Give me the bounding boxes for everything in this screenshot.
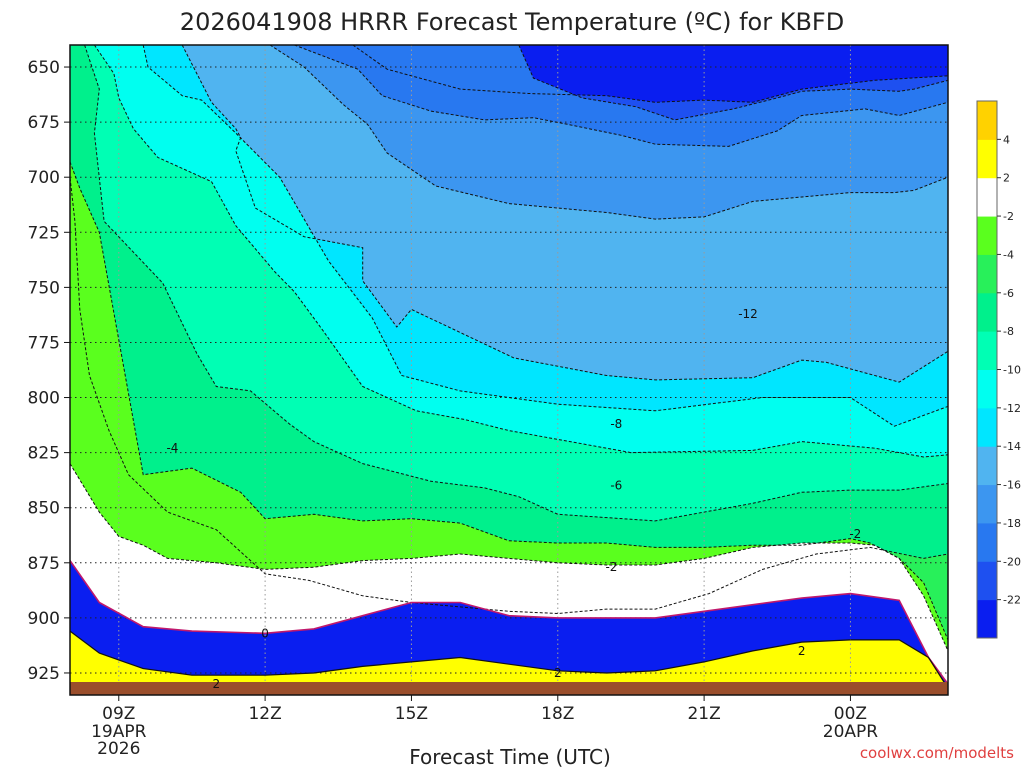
x-tick-sublabel: 2026 [97, 739, 140, 759]
isotherm--4 [70, 161, 948, 641]
y-tick-label: 675 [28, 113, 60, 133]
contour-label: -2 [849, 527, 861, 541]
x-axis-title: Forecast Time (UTC) [409, 745, 611, 768]
contour-labels: -12 -8 -6 -4 -2 -2 0 2 2 2 [166, 307, 861, 691]
colorbar-tick-label: -16 [1003, 479, 1021, 492]
y-tick-label: 650 [28, 58, 60, 78]
y-tick-label: 775 [28, 333, 60, 353]
colorbar-segment [977, 177, 997, 217]
colorbar-segment [977, 484, 997, 524]
isotherm--6 [70, 133, 948, 615]
isotherm-2 [70, 630, 948, 689]
colorbar-tick-label: -12 [1003, 402, 1021, 415]
isotherm--2 [70, 463, 948, 652]
chart-title: 2026041908 HRRR Forecast Temperature (ºC… [180, 8, 844, 36]
fill-region-2 [70, 631, 948, 695]
isotherm--12 [142, 45, 948, 427]
y-tick-label: 875 [28, 554, 60, 574]
colorbar: -22-20-18-16-14-12-10-8-6-4-224 [976, 100, 1021, 639]
colorbar-segment [977, 292, 997, 332]
plot-frame [69, 44, 949, 696]
contour-label: 2 [798, 644, 806, 658]
temperature-fill-layer [70, 45, 948, 695]
y-tick-label: 725 [28, 223, 60, 243]
isotherm--20 [518, 45, 948, 121]
contour-label: -6 [610, 479, 622, 493]
x-tick-label: 09Z [102, 704, 135, 724]
colorbar-segment [977, 331, 997, 370]
x-tick-label: 18Z [541, 704, 574, 724]
colorbar-segment [977, 139, 997, 179]
y-tick-label: 750 [28, 278, 60, 298]
x-tick-sublabel: 19APR [91, 722, 147, 742]
colorbar-tick-label: -22 [1003, 594, 1021, 607]
colorbar-tick-label: -4 [1003, 248, 1014, 261]
contour-lines [70, 45, 948, 695]
x-tick-label: 15Z [395, 704, 428, 724]
x-tick-label: 21Z [687, 704, 720, 724]
colorbar-segment [977, 522, 997, 562]
colorbar-tick-label: -20 [1003, 555, 1021, 568]
isotherm-0 [70, 560, 948, 685]
isotherm--18 [294, 45, 948, 147]
colorbar-tick-label: -18 [1003, 517, 1021, 530]
x-tick-label: 12Z [248, 704, 281, 724]
y-tick-label: 700 [28, 168, 60, 188]
contour-label: 2 [554, 666, 562, 680]
colorbar-segment [977, 254, 997, 294]
colorbar-tick-label: -10 [1003, 364, 1021, 377]
y-tick-label: 825 [28, 444, 60, 464]
isotherm--8 [84, 45, 948, 522]
colorbar-tick-label: -6 [1003, 287, 1014, 300]
x-tick-sublabel: 20APR [823, 722, 879, 742]
x-tick-label: 00Z [834, 704, 867, 724]
colorbar-segment [977, 561, 997, 601]
ground-strip [70, 682, 948, 695]
ground-terrain [70, 682, 948, 695]
isotherm--16 [269, 45, 948, 220]
colorbar-segment [977, 216, 997, 255]
colorbar-segment [977, 599, 997, 639]
colorbar-segment [977, 101, 997, 140]
contour-label: -4 [166, 441, 178, 455]
y-tick-label: 850 [28, 499, 60, 519]
colorbar-tick-label: 4 [1003, 133, 1010, 146]
credit-text: coolwx.com/modelts [860, 744, 1014, 762]
contour-label: -8 [610, 417, 622, 431]
contour-label: 2 [213, 677, 221, 691]
contour-label: -12 [738, 307, 758, 321]
y-tick-label: 900 [28, 609, 60, 629]
isotherm--10 [93, 45, 948, 458]
colorbar-segment [977, 446, 997, 486]
colorbar-tick-label: -2 [1003, 210, 1014, 223]
y-tick-label: 925 [28, 664, 60, 684]
colorbar-tick-label: 2 [1003, 172, 1010, 185]
colorbar-segment [977, 369, 997, 409]
contour-label: 0 [261, 626, 269, 640]
isotherm--22 [352, 45, 948, 103]
colorbar-tick-label: -14 [1003, 440, 1021, 453]
y-tick-label: 800 [28, 389, 60, 409]
colorbar-tick-label: -8 [1003, 325, 1014, 338]
contour-label: -2 [605, 560, 617, 574]
y-axis: 650 675 700 725 750 775 800 825 850 875 900 925 [28, 58, 70, 684]
colorbar-segment [977, 407, 997, 447]
